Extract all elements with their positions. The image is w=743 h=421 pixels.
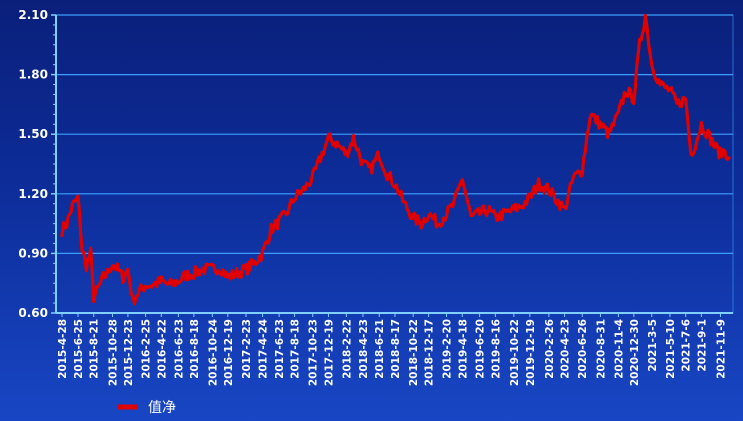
x-tick-label: 2016-2-25 [141, 319, 153, 379]
legend-label: 值净 [148, 400, 176, 416]
x-tick-label: 2020-8-31 [595, 319, 607, 379]
x-tick-label: 2017-2-23 [241, 319, 253, 379]
x-tick-label: 2016-10-24 [207, 319, 219, 386]
x-tick-label: 2019-6-20 [475, 319, 487, 379]
x-tick-label: 2017-10-23 [308, 319, 320, 386]
x-tick-label: 2021-5-10 [665, 319, 677, 379]
x-tick-label: 2015-12-23 [123, 319, 135, 386]
x-tick-label: 2019-10-22 [509, 319, 521, 386]
x-tick-label: 2020-2-26 [544, 319, 556, 379]
x-tick-label: 2015-8-21 [89, 319, 101, 379]
y-tick-label: 0.90 [18, 246, 48, 260]
y-tick-label: 1.20 [18, 187, 48, 201]
x-tick-label: 2020-6-26 [577, 319, 589, 379]
y-tick-label: 1.50 [18, 127, 48, 141]
series-line [60, 13, 731, 306]
axis-layer: 0.60 0.90 1.20 1.50 1.80 2.10 2015-4-28 2015-6-… [18, 8, 733, 386]
x-tick-label: 2015-4-28 [57, 319, 69, 379]
x-tick-label: 2021-9-1 [696, 319, 708, 372]
x-tick-label: 2018-4-23 [358, 319, 370, 379]
x-tick-label: 2016-6-23 [173, 319, 185, 379]
x-tick-label: 2018-12-17 [424, 319, 436, 386]
x-tick-label: 2021-11-9 [715, 319, 727, 379]
x-tick-label: 2018-6-21 [374, 319, 386, 379]
x-tick-label: 2019-4-18 [457, 319, 469, 379]
x-tick-label: 2016-12-19 [223, 319, 235, 386]
x-tick-label: 2017-8-18 [290, 319, 302, 379]
x-tick-label: 2016-8-18 [189, 319, 201, 379]
series-layer [60, 13, 731, 306]
x-tick-label: 2020-12-30 [629, 319, 641, 386]
y-tick-label: 2.10 [18, 8, 48, 22]
x-tick-label: 2017-6-23 [274, 319, 286, 379]
x-tick-label: 2018-2-22 [341, 319, 353, 379]
x-tick-label: 2017-4-24 [258, 319, 270, 379]
plot-frame [55, 14, 734, 314]
x-tick-label: 2018-10-22 [408, 319, 420, 386]
x-tick-label: 2015-6-25 [73, 319, 85, 379]
x-tick-label: 2021-3-5 [647, 319, 659, 372]
y-tick-label: 1.80 [18, 68, 48, 82]
x-tick-label: 2020-4-23 [560, 319, 572, 379]
x-tick-label: 2019-12-19 [525, 319, 537, 386]
x-tick-label: 2018-8-17 [390, 319, 402, 379]
x-tick-label: 2016-4-22 [156, 319, 168, 379]
x-tick-label: 2019-2-20 [442, 319, 454, 379]
x-tick-label: 2019-8-16 [490, 319, 502, 379]
grid-layer [55, 14, 734, 314]
x-tick-label: 2017-12-19 [323, 319, 335, 386]
legend: 值净 [118, 400, 176, 416]
x-tick-label: 2021-7-6 [681, 319, 693, 372]
x-tick-label: 2020-11-4 [613, 319, 625, 379]
x-tick-label: 2015-10-28 [107, 319, 119, 386]
y-tick-label: 0.60 [18, 306, 48, 320]
